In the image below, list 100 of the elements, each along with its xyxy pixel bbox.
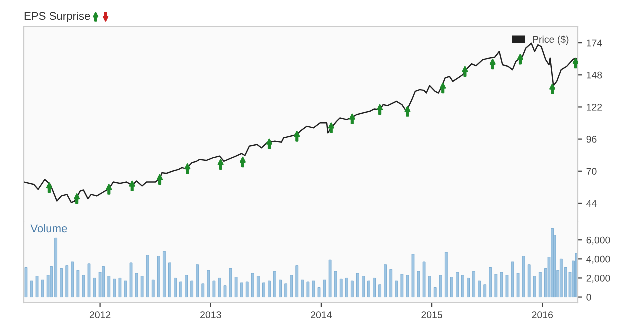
y-tick-label: 70: [586, 168, 597, 176]
bar: [422, 262, 426, 298]
bar: [478, 280, 482, 298]
bar: [202, 284, 205, 298]
x-tick-label: 2015: [422, 312, 442, 318]
y-tick-label: 0: [586, 294, 592, 301]
bar: [417, 271, 420, 298]
bar: [456, 272, 459, 298]
bar: [340, 278, 343, 298]
bar: [334, 271, 338, 298]
y-tick-label: 44: [586, 200, 597, 208]
bar: [82, 275, 86, 298]
bar: [516, 273, 520, 298]
y-tick-label: 122: [587, 104, 602, 111]
bar: [108, 276, 111, 298]
bar: [434, 288, 437, 298]
bar: [196, 264, 200, 298]
bar: [76, 270, 80, 298]
bar: [467, 278, 470, 298]
bar: [373, 278, 376, 298]
bar: [168, 262, 172, 298]
bar: [146, 255, 150, 298]
bar: [439, 275, 442, 298]
bar: [257, 276, 260, 298]
bar: [157, 256, 160, 298]
bar: [522, 256, 526, 298]
bar: [174, 278, 177, 298]
bar: [390, 269, 393, 298]
bar: [30, 280, 34, 298]
bar: [88, 264, 91, 298]
bar: [462, 275, 464, 298]
bar: [484, 284, 487, 298]
bar: [279, 280, 282, 298]
bar: [41, 280, 44, 298]
bar: [290, 275, 294, 298]
chart-title: Volume: [30, 224, 68, 233]
bar: [312, 280, 316, 298]
bar: [268, 280, 271, 298]
bar: [444, 252, 448, 298]
bar: [180, 282, 182, 298]
bar: [71, 262, 74, 298]
bar: [395, 280, 398, 298]
bar: [212, 280, 216, 298]
bar: [528, 264, 531, 298]
bar: [118, 278, 122, 298]
bar: [350, 280, 354, 298]
bar: [301, 280, 304, 298]
bar: [190, 280, 194, 298]
bar: [400, 274, 404, 298]
bar: [135, 273, 138, 298]
bar: [246, 282, 249, 298]
bar: [284, 284, 288, 298]
bar: [489, 268, 492, 298]
y-tick-label: 96: [586, 136, 597, 143]
y-tick-label: 4,000: [586, 256, 610, 264]
bar: [185, 275, 188, 298]
bar: [130, 262, 133, 298]
bar: [406, 275, 410, 298]
bar: [224, 286, 227, 298]
x-tick-label: 2013: [200, 312, 222, 318]
bar: [368, 280, 370, 298]
bar: [66, 266, 69, 298]
bar: [152, 280, 155, 298]
chart-title: EPS Surprise: [24, 12, 90, 22]
bar: [378, 284, 382, 298]
bar: [262, 282, 266, 298]
bar: [60, 268, 64, 298]
bar: [533, 276, 536, 298]
y-tick-label: 6,000: [586, 236, 610, 245]
bar: [345, 278, 348, 298]
bar: [102, 266, 106, 298]
legend-label: Price ($): [533, 36, 569, 45]
y-tick-label: 2,000: [586, 274, 610, 283]
bar: [306, 282, 310, 298]
bar: [163, 251, 166, 298]
bar: [218, 278, 222, 298]
x-tick-label: 2016: [532, 312, 554, 318]
bar: [472, 271, 476, 298]
bar: [511, 262, 514, 298]
x-tick-label: 2014: [311, 312, 332, 318]
bar: [450, 277, 454, 298]
bar: [412, 254, 415, 298]
bar: [124, 280, 128, 298]
y-tick-label: 174: [587, 40, 602, 47]
bar: [356, 273, 360, 298]
bar: [24, 268, 28, 298]
bar: [234, 277, 238, 298]
y-tick-label: 148: [587, 72, 602, 79]
bar: [323, 280, 326, 298]
bar: [296, 266, 299, 298]
x-tick-label: 2012: [90, 312, 111, 318]
bar: [229, 268, 232, 298]
bar: [207, 270, 210, 298]
bar: [428, 276, 432, 298]
bar: [93, 278, 96, 298]
bar: [328, 260, 332, 298]
bar: [384, 264, 388, 298]
bar: [362, 276, 365, 298]
bar: [240, 282, 244, 298]
bar: [538, 272, 542, 298]
